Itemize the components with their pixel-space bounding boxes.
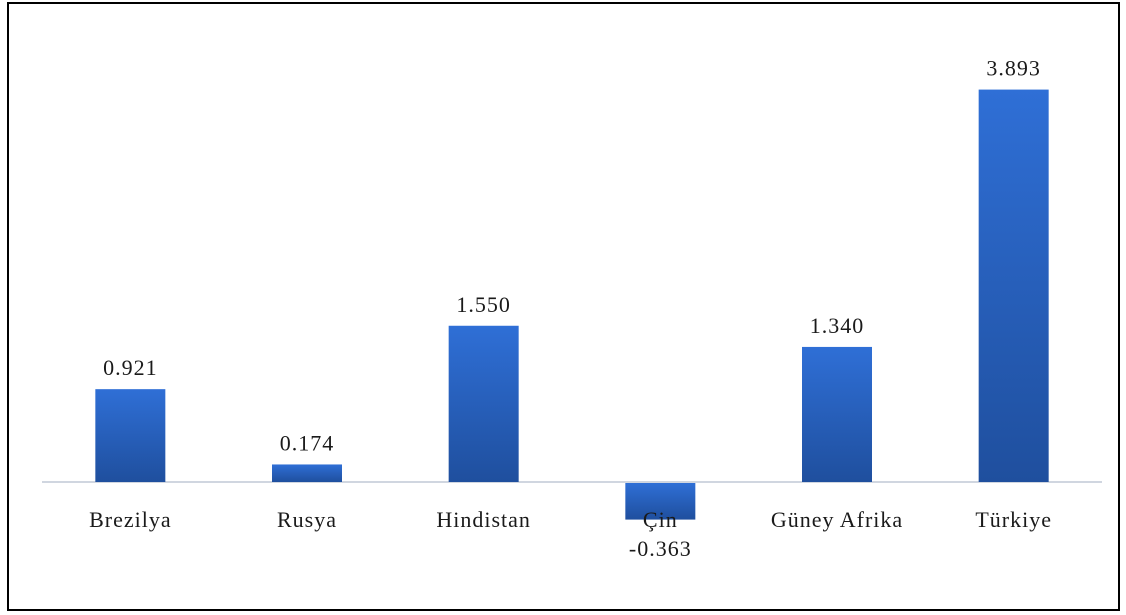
category-label-Rusya: Rusya (277, 507, 337, 532)
bar-Güney Afrika (802, 346, 872, 482)
value-label-Türkiye: 3.893 (986, 56, 1041, 81)
value-label-Brezilya: 0.921 (103, 355, 158, 380)
bar-Brezilya (95, 389, 166, 482)
value-label-Çin: -0.363 (629, 536, 692, 561)
category-label-Türkiye: Türkiye (975, 507, 1052, 532)
bar-Hindistan (448, 325, 519, 482)
bar-Rusya (272, 464, 342, 482)
chart-frame (7, 2, 1120, 611)
category-label-Brezilya: Brezilya (89, 507, 172, 532)
value-label-Hindistan: 1.550 (456, 292, 511, 317)
category-label-Hindistan: Hindistan (436, 507, 531, 532)
category-label-Çin: Çin (643, 507, 678, 532)
value-label-Rusya: 0.174 (280, 430, 335, 455)
category-label-Güney Afrika: Güney Afrika (771, 507, 903, 532)
bar-Çin (625, 483, 696, 520)
value-label-Güney Afrika: 1.340 (810, 313, 865, 338)
bar-Türkiye (978, 89, 1049, 482)
